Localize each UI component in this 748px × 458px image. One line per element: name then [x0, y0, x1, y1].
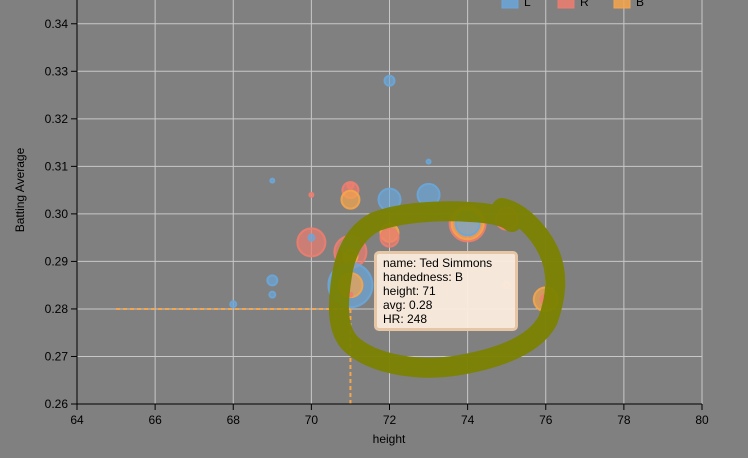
tooltip-avg: avg: 0.28 — [383, 298, 433, 312]
legend-swatch-r — [557, 0, 575, 9]
x-tick-label: 64 — [70, 413, 84, 427]
data-point — [383, 74, 396, 87]
axes: 64 66 68 70 72 74 76 78 80 0.26 0.27 0.28 0.29 0.30 0.… — [45, 0, 709, 427]
data-point — [340, 189, 361, 210]
data-point — [308, 191, 315, 198]
y-tick-label: 0.34 — [45, 17, 69, 31]
y-tick-label: 0.29 — [45, 254, 69, 268]
tooltip-handedness: handedness: B — [383, 270, 464, 284]
y-tick-label: 0.27 — [45, 349, 69, 363]
data-point — [269, 177, 276, 184]
x-tick-label: 72 — [383, 413, 397, 427]
x-tick-label: 80 — [695, 413, 709, 427]
annotation-scribble — [328, 198, 566, 378]
data-point — [229, 300, 238, 309]
data-point — [268, 290, 277, 299]
y-tick-label: 0.28 — [45, 302, 69, 316]
y-tick-label: 0.31 — [45, 159, 69, 173]
x-tick-label: 74 — [461, 413, 475, 427]
data-point — [296, 227, 327, 258]
legend-swatch-b — [613, 0, 631, 9]
legend-swatch-l — [501, 0, 519, 9]
x-tick-label: 68 — [227, 413, 241, 427]
x-tick-label: 70 — [305, 413, 319, 427]
x-axis-title: height — [373, 432, 406, 446]
x-tick-label: 76 — [539, 413, 553, 427]
data-point — [266, 274, 279, 287]
legend-label-l: L — [524, 0, 531, 9]
y-tick-label: 0.33 — [45, 64, 69, 78]
data-point — [425, 158, 432, 165]
y-tick-label: 0.32 — [45, 112, 69, 126]
y-tick-label: 0.26 — [45, 397, 69, 411]
tooltip-height: height: 71 — [383, 284, 436, 298]
point-tooltip: name: Ted Simmons handedness: B height: … — [374, 251, 518, 331]
y-tick-label: 0.30 — [45, 207, 69, 221]
x-tick-label: 78 — [617, 413, 631, 427]
y-axis-title: Batting Average — [13, 147, 27, 232]
x-tick-label: 66 — [148, 413, 162, 427]
legend-label-r: R — [580, 0, 589, 9]
data-point — [379, 227, 400, 248]
tooltip-name: name: Ted Simmons — [383, 256, 493, 270]
data-point — [307, 233, 316, 242]
tooltip-hr: HR: 248 — [383, 312, 428, 326]
legend-label-b: B — [636, 0, 644, 9]
